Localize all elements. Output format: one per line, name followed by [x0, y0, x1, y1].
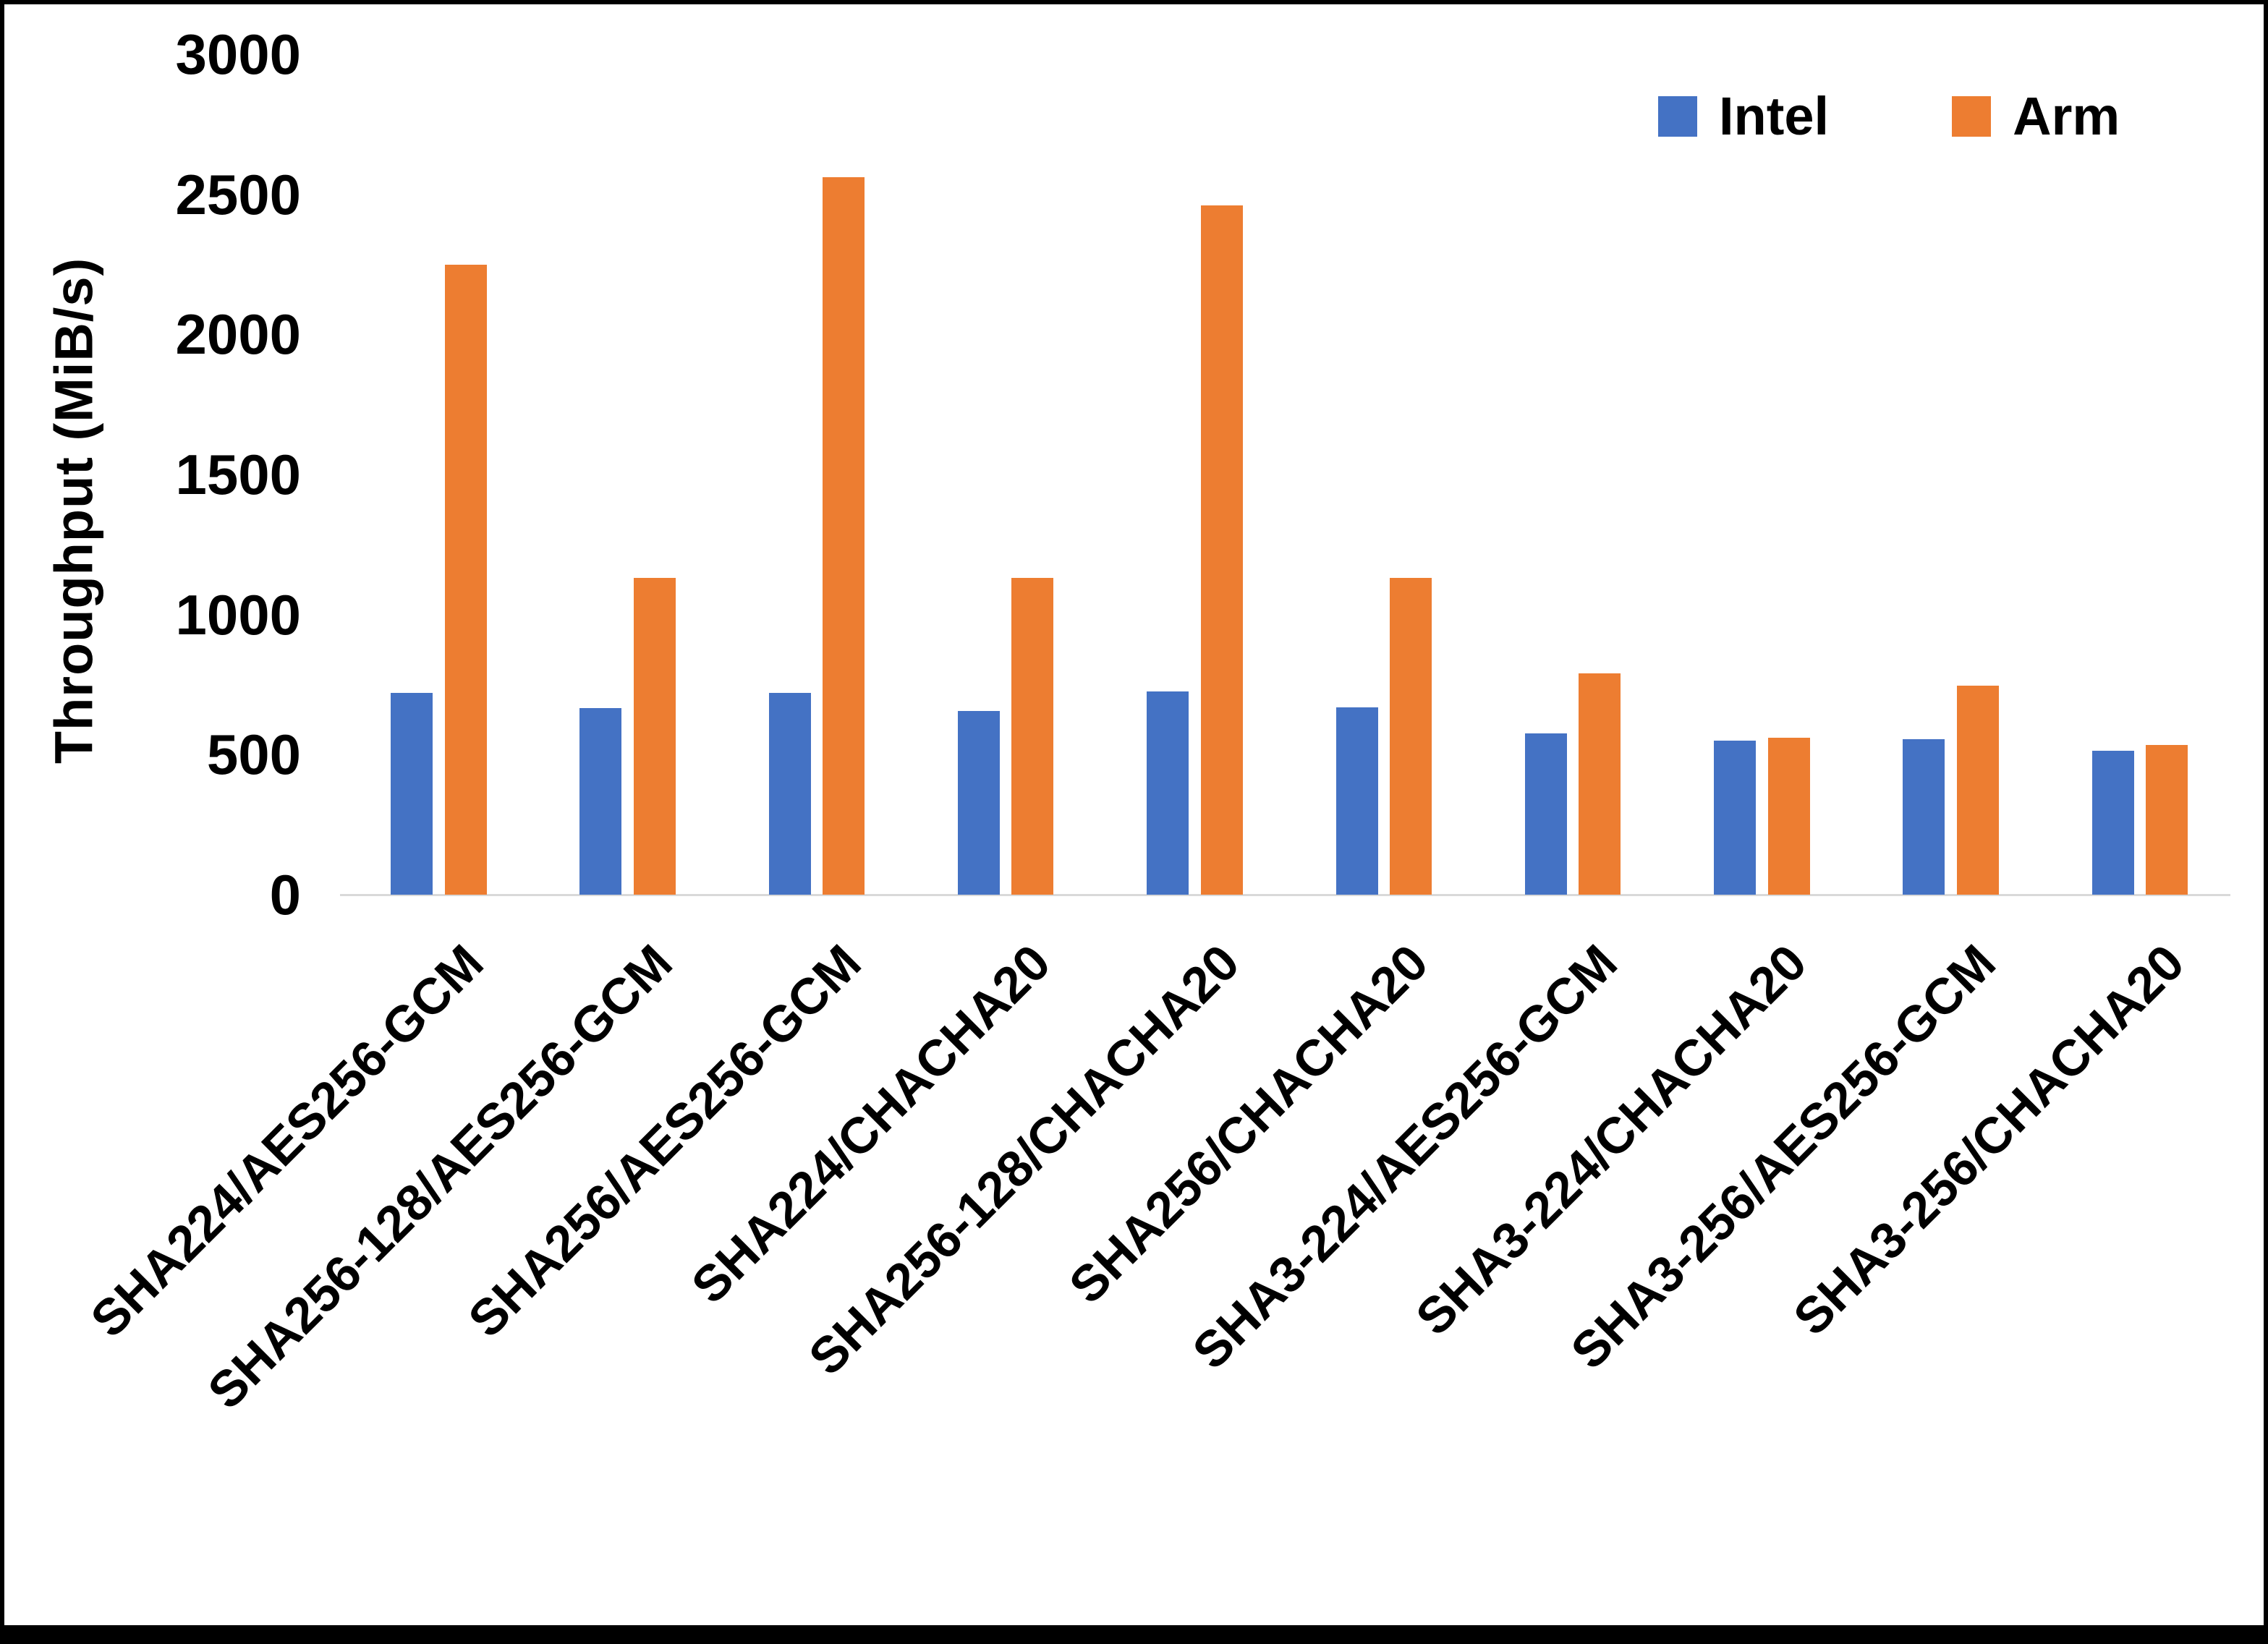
- bar-arm-6: [1390, 578, 1432, 895]
- y-tick-label: 0: [269, 863, 301, 927]
- bar-arm-7: [1579, 673, 1621, 895]
- y-tick-label: 2500: [175, 162, 301, 226]
- y-tick-label: 3000: [175, 22, 301, 86]
- bar-arm-1: [444, 264, 487, 895]
- bar-intel-3: [768, 693, 811, 895]
- bar-arm-8: [1767, 738, 1810, 895]
- bar-intel-7: [1524, 733, 1567, 895]
- legend-item-arm: Arm: [1952, 90, 2120, 143]
- bar-intel-5: [1147, 691, 1189, 895]
- legend: Intel Arm: [1658, 90, 2120, 143]
- bar-intel-1: [391, 693, 433, 895]
- x-category-label: SHA224/AES256-GCM: [80, 934, 494, 1348]
- x-category-label: SHA3-224/CHACHA20: [1404, 934, 1817, 1346]
- y-tick-label: 2000: [175, 302, 301, 367]
- bar-intel-9: [1903, 739, 1945, 895]
- y-axis-tick-labels: 0 500 1000 1500 2000 2500 3000: [84, 26, 301, 923]
- x-axis-line: [340, 894, 2230, 896]
- intel-legend-label: Intel: [1719, 86, 1830, 146]
- bar-arm-5: [1200, 205, 1243, 895]
- x-axis-category-labels: SHA224/AES256-GCM SHA256-128/AES256-GCM SH…: [4, 4, 2264, 1625]
- bar-intel-8: [1714, 740, 1757, 895]
- x-category-label: SHA224/CHACHA20: [680, 934, 1061, 1314]
- legend-item-intel: Intel: [1658, 90, 1829, 143]
- bar-arm-3: [823, 177, 865, 895]
- x-category-label: SHA256/CHACHA20: [1058, 934, 1439, 1314]
- plot-area: [340, 54, 2230, 896]
- y-tick-label: 500: [206, 723, 301, 787]
- bar-intel-6: [1335, 707, 1378, 895]
- x-category-label: SHA3-256/CHACHA20: [1783, 934, 2196, 1346]
- arm-legend-swatch: [1952, 96, 1992, 137]
- bar-intel-10: [2091, 750, 2134, 895]
- bar-arm-4: [1011, 578, 1054, 895]
- y-tick-label: 1500: [175, 443, 301, 506]
- bar-arm-2: [633, 578, 676, 895]
- bar-arm-9: [1956, 686, 1999, 895]
- x-category-label: SHA256/AES256-GCM: [457, 934, 872, 1348]
- intel-legend-swatch: [1658, 96, 1697, 137]
- arm-legend-label: Arm: [2013, 86, 2120, 146]
- y-tick-label: 1000: [175, 582, 301, 647]
- bar-arm-10: [2146, 744, 2188, 895]
- bar-intel-4: [957, 711, 1000, 895]
- bar-intel-2: [579, 708, 622, 895]
